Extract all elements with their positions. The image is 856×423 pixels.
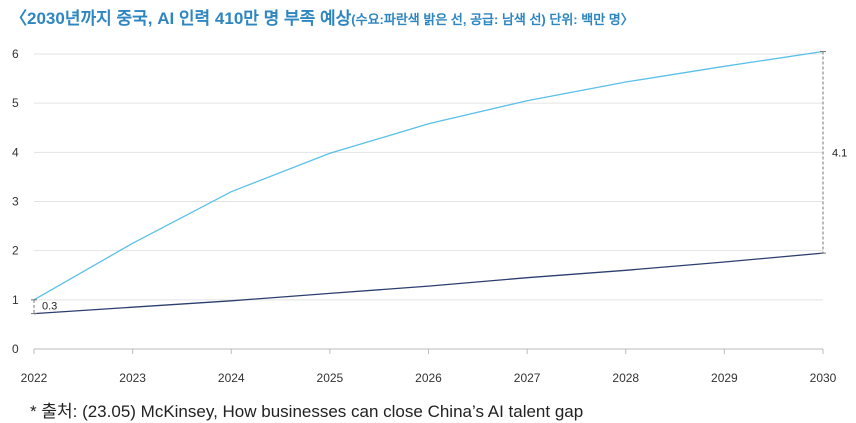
gap-label-2030: 4.1 (832, 147, 847, 159)
series-line-2 (33, 252, 824, 315)
x-tick-label-2028: 2028 (612, 371, 639, 385)
y-tick-label-2: 2 (12, 244, 19, 258)
x-tick-label-2024: 2024 (218, 371, 245, 385)
x-tick-label-2027: 2027 (514, 371, 541, 385)
y-tick-label-1: 1 (12, 293, 19, 307)
y-tick-label-5: 5 (12, 96, 19, 110)
x-tick-label-2029: 2029 (711, 371, 738, 385)
chart-title-sub: (수요:파란색 밝은 선, 공급: 남색 선) 단위: 백만 명〉 (351, 12, 634, 27)
chart-title: 〈2030년까지 중국, AI 인력 410만 명 부족 예상(수요:파란색 밝… (10, 4, 634, 29)
gap-label-2022: 0.3 (42, 301, 57, 313)
x-tick-label-2030: 2030 (810, 371, 837, 385)
source-footnote: * 출처: (23.05) McKinsey, How businesses c… (30, 402, 584, 421)
x-tick-label-2023: 2023 (119, 371, 146, 385)
x-tick-label-2025: 2025 (317, 371, 344, 385)
x-tick-label-2022: 2022 (21, 371, 48, 385)
series-line-1 (33, 50, 824, 301)
y-tick-label-3: 3 (12, 195, 19, 209)
y-tick-label-4: 4 (12, 145, 19, 159)
y-tick-label-0: 0 (12, 342, 19, 356)
chart-title-main: 〈2030년까지 중국, AI 인력 410만 명 부족 예상 (10, 9, 352, 28)
y-tick-label-6: 6 (12, 47, 19, 61)
x-tick-label-2026: 2026 (415, 371, 442, 385)
